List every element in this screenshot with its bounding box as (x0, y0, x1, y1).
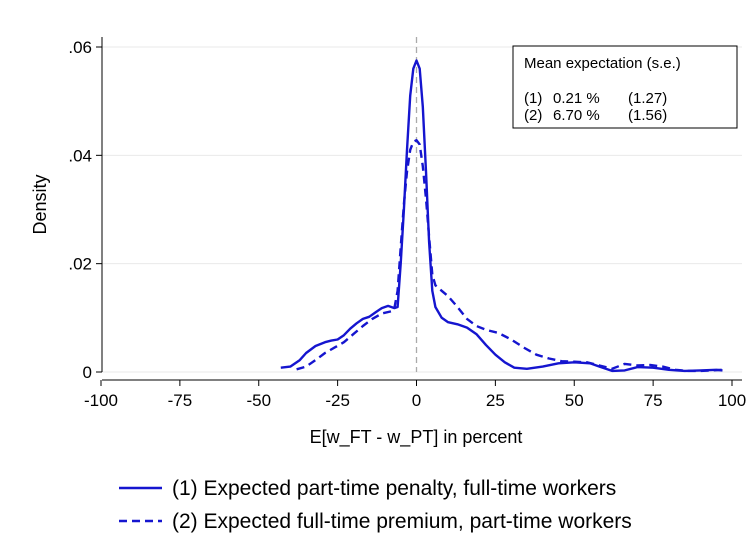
annotation-row-label: (2) (524, 107, 542, 124)
x-tick-label: -25 (325, 391, 350, 410)
x-tick-label: -75 (168, 391, 193, 410)
annotation-row-label: (1) (524, 90, 542, 107)
legend-item-series-1: (1) Expected part-time penalty, full-tim… (119, 477, 616, 500)
x-ticks: -100 -75 -50 -25 0 25 50 75 100 (84, 380, 746, 410)
mean-expectation-box: Mean expectation (s.e.) (1) 0.21 % (1.27)(… (512, 45, 738, 129)
y-tick-label: .06 (68, 38, 92, 57)
annotation-rows: (1) 0.21 % (1.27) (2) 6.70 % (1.56) (524, 90, 667, 124)
legend: (1) Expected part-time penalty, full-tim… (119, 477, 632, 533)
annotation-row: (1) 0.21 % (1.27) (524, 90, 667, 107)
x-tick-label: -50 (246, 391, 271, 410)
legend-label-series-2: (2) Expected full-time premium, part-tim… (172, 510, 632, 533)
series-line-2 (296, 139, 723, 373)
legend-label-series-1: (1) Expected part-time penalty, full-tim… (172, 477, 616, 500)
x-tick-label: 25 (486, 391, 505, 410)
y-axis-title: Density (30, 174, 50, 234)
annotation-row-value: 6.70 % (553, 107, 600, 124)
y-tick-label: 0 (83, 363, 92, 382)
annotation-row: (2) 6.70 % (1.56) (524, 107, 667, 124)
x-tick-label: 100 (718, 391, 746, 410)
x-tick-label: 50 (565, 391, 584, 410)
legend-item-series-2: (2) Expected full-time premium, part-tim… (119, 510, 632, 533)
axes (101, 37, 742, 381)
y-tick-label: .04 (68, 146, 92, 165)
annotation-frame (512, 45, 738, 129)
annotation-row-value: 0.21 % (553, 90, 600, 107)
x-tick-label: 75 (644, 391, 663, 410)
x-tick-label: -100 (84, 391, 118, 410)
annotation-title: Mean expectation (s.e.) (524, 55, 681, 72)
y-tick-label: .02 (68, 255, 92, 274)
series-lines (280, 59, 723, 373)
annotation-row-se: (1.56) (628, 107, 667, 124)
y-ticks: 0 .02 .04 .06 (68, 38, 102, 382)
x-axis-title: E[w_FT - w_PT] in percent (310, 427, 523, 448)
x-tick-label: 0 (412, 391, 421, 410)
annotation-row-se: (1.27) (628, 90, 667, 107)
